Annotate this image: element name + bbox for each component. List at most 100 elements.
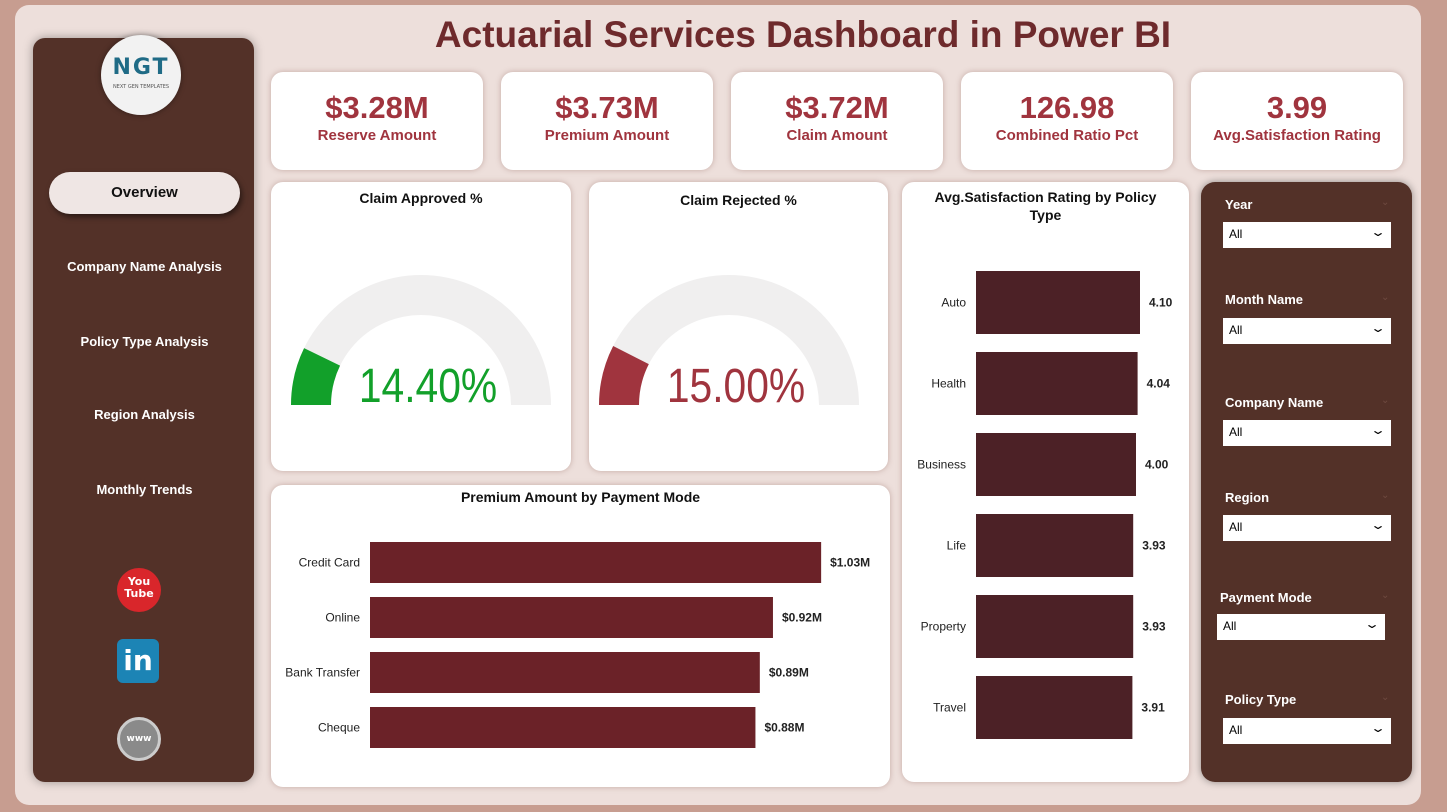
kpi-label: Premium Amount (544, 127, 670, 144)
gauge-svg: 15.00% (599, 275, 859, 413)
collapse-chevron-icon[interactable]: ⌄ (1381, 395, 1390, 406)
gauge-claim-rejected: Claim Rejected % 15.00% (589, 182, 888, 471)
kpi-value: 3.99 (1266, 90, 1328, 125)
gauge-fill (599, 345, 649, 405)
gauge-track (291, 275, 551, 405)
nav-company-name-analysis[interactable]: Company Name Analysis (67, 259, 222, 274)
chart-title: Avg.Satisfaction Rating by Policy Type (934, 189, 1157, 223)
data-label: 4.00 (1145, 458, 1169, 472)
category-label: Credit Card (299, 556, 360, 570)
data-label: $0.89M (769, 666, 809, 680)
data-label: $0.88M (764, 721, 804, 735)
kpi-label: Claim Amount (786, 127, 888, 144)
dropdown-value: All (1229, 227, 1243, 241)
filter-label-region: Region (1225, 490, 1270, 505)
collapse-chevron-icon[interactable]: ⌄ (1381, 590, 1390, 601)
kpi-claim-amount: $3.72M Claim Amount (731, 72, 943, 170)
kpi-label: Reserve Amount (317, 127, 437, 144)
sidebar: NGT NEXT GEN TEMPLATES Overview Company N… (33, 35, 254, 782)
data-label: 3.93 (1142, 539, 1166, 553)
data-label: 3.91 (1141, 701, 1165, 715)
filter-label-company-name: Company Name (1225, 395, 1324, 410)
category-label: Travel (933, 701, 966, 715)
nav-monthly-trends[interactable]: Monthly Trends (96, 482, 193, 497)
category-label: Auto (941, 296, 966, 310)
globe-icon[interactable]: www (117, 717, 161, 761)
category-label: Health (931, 377, 966, 391)
collapse-chevron-icon[interactable]: ⌄ (1381, 197, 1390, 208)
bar-bank-transfer (370, 652, 760, 693)
bar-business (976, 433, 1136, 496)
kpi-label: Combined Ratio Pct (995, 127, 1139, 144)
bar-credit-card (370, 542, 822, 583)
filter-label-year: Year (1225, 197, 1253, 212)
kpi-value: $3.28M (325, 90, 429, 125)
bar-chart-svg: Credit Card $1.03M Online $0.92M Bank Transf… (285, 542, 870, 748)
data-label: 4.10 (1149, 296, 1173, 310)
nav-region-analysis[interactable]: Region Analysis (94, 407, 195, 422)
category-label: Online (325, 611, 360, 625)
chevron-down-icon: ⌄ (1363, 617, 1381, 631)
gauge-value-label: 14.40% (359, 360, 497, 413)
ngt-logo: NGT NEXT GEN TEMPLATES (101, 35, 181, 115)
collapse-chevron-icon[interactable]: ⌄ (1381, 692, 1390, 703)
dropdown-value: All (1229, 323, 1243, 337)
dropdown-value: All (1229, 520, 1243, 534)
dropdown-value: All (1223, 619, 1237, 633)
filter-label-policy-type: Policy Type (1225, 692, 1297, 707)
category-label: Cheque (318, 721, 360, 735)
kpi-label: Avg.Satisfaction Rating (1213, 127, 1381, 144)
data-label: $1.03M (830, 556, 870, 570)
data-label: 3.93 (1142, 620, 1166, 634)
gauge-value-label: 15.00% (667, 360, 805, 413)
kpi-value: 126.98 (1019, 90, 1115, 125)
filter-dropdown-region[interactable]: All ⌄ (1223, 515, 1391, 541)
data-label: $0.92M (782, 611, 822, 625)
chevron-down-icon: ⌄ (1369, 518, 1387, 532)
bar-travel (976, 676, 1133, 739)
chevron-down-icon: ⌄ (1369, 225, 1387, 239)
dropdown-value: All (1229, 723, 1243, 737)
bar-chart-svg: Auto 4.10 Health 4.04 Business 4.00 Life 3.93 Pr… (917, 271, 1173, 739)
collapse-chevron-icon[interactable]: ⌄ (1381, 490, 1390, 501)
filter-dropdown-year[interactable]: All ⌄ (1223, 222, 1391, 248)
data-label: 4.04 (1147, 377, 1171, 391)
collapse-chevron-icon[interactable]: ⌄ (1381, 292, 1390, 303)
category-label: Business (917, 458, 966, 472)
category-label: Property (921, 620, 966, 634)
chevron-down-icon: ⌄ (1369, 321, 1387, 335)
kpi-avg-satisfaction: 3.99 Avg.Satisfaction Rating (1191, 72, 1403, 170)
kpi-combined-ratio: 126.98 Combined Ratio Pct (961, 72, 1173, 170)
filter-dropdown-payment-mode[interactable]: All ⌄ (1217, 614, 1385, 640)
bar-cheque (370, 707, 756, 748)
filter-panel: Year ⌄ All ⌄ Month Name ⌄ All ⌄ Company Name… (1201, 182, 1412, 782)
chart-premium-by-payment-mode: Premium Amount by Payment Mode Credit Ca… (271, 485, 890, 787)
nav-policy-type-analysis[interactable]: Policy Type Analysis (80, 334, 209, 349)
page-title: Actuarial Services Dashboard in Power BI (434, 14, 1172, 55)
kpi-value: $3.72M (785, 90, 889, 125)
bar-property (976, 595, 1134, 658)
bar-health (976, 352, 1138, 415)
bar-auto (976, 271, 1140, 334)
category-label: Bank Transfer (285, 666, 360, 680)
bar-online (370, 597, 773, 638)
filter-label-month-name: Month Name (1225, 292, 1303, 307)
filter-dropdown-policy-type[interactable]: All ⌄ (1223, 718, 1391, 744)
kpi-reserve-amount: $3.28M Reserve Amount (271, 72, 483, 170)
linkedin-icon[interactable]: in (117, 639, 159, 683)
chart-title: Premium Amount by Payment Mode (460, 489, 701, 505)
logo-text: NGT (112, 55, 170, 80)
category-label: Life (947, 539, 967, 553)
youtube-icon[interactable]: You Tube (117, 568, 161, 612)
filter-dropdown-company-name[interactable]: All ⌄ (1223, 420, 1391, 446)
dropdown-value: All (1229, 425, 1243, 439)
bar-life (976, 514, 1134, 577)
chart-title: Claim Rejected % (680, 192, 797, 208)
filter-dropdown-month-name[interactable]: All ⌄ (1223, 318, 1391, 344)
kpi-premium-amount: $3.73M Premium Amount (501, 72, 713, 170)
nav-overview[interactable]: Overview (49, 172, 240, 214)
gauge-svg: 14.40% (291, 275, 551, 413)
chevron-down-icon: ⌄ (1369, 721, 1387, 735)
gauge-claim-approved: Claim Approved % 14.40% (271, 182, 571, 471)
filter-label-payment-mode: Payment Mode (1220, 590, 1312, 605)
